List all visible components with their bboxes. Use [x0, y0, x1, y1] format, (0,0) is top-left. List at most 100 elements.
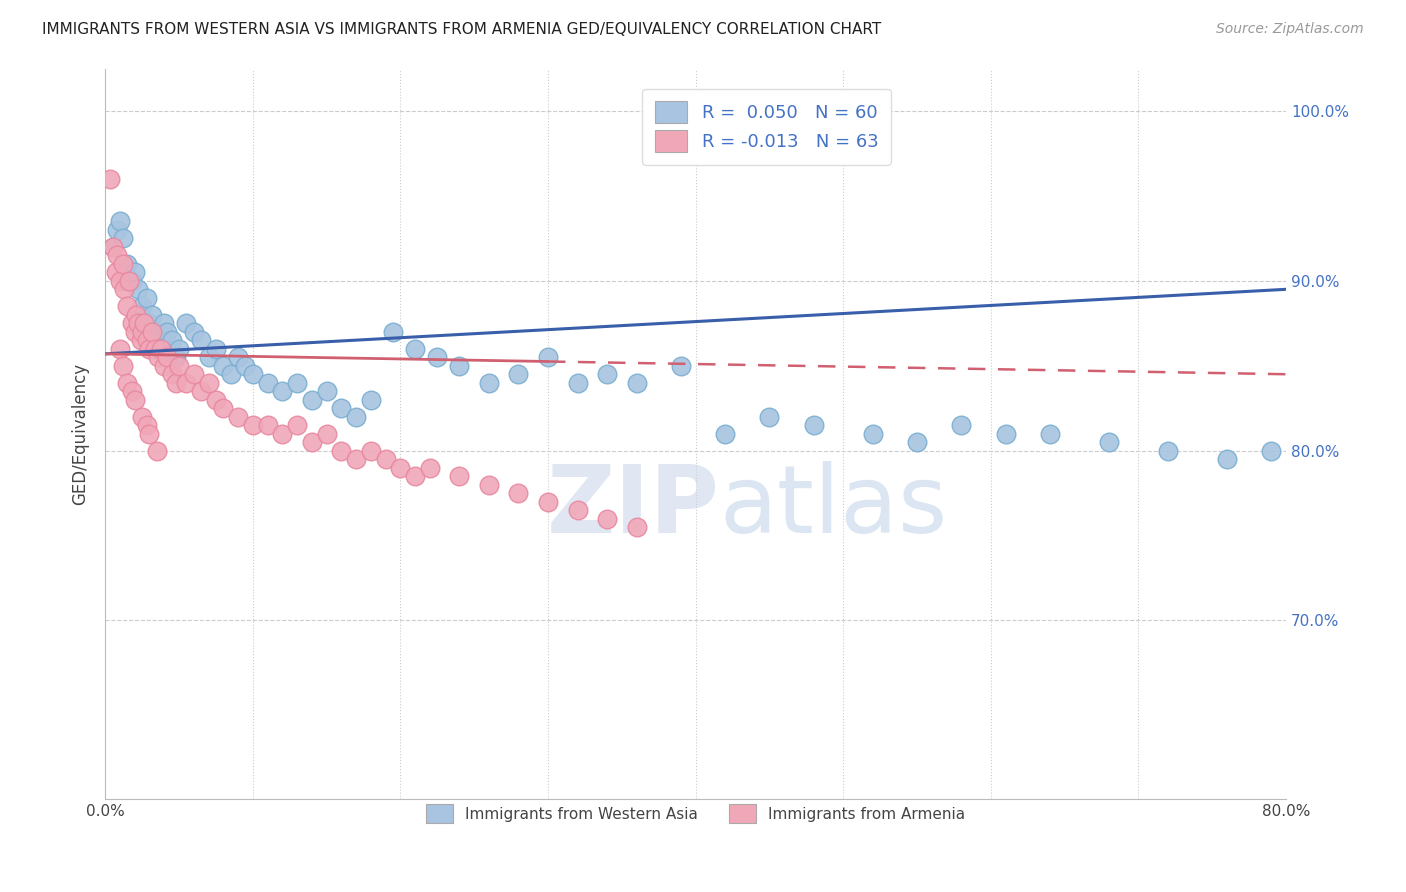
Point [1157, 443, 1180, 458]
Point [426, 351, 449, 365]
Point [145, 342, 167, 356]
Point [315, 384, 337, 399]
Point [803, 418, 825, 433]
Point [330, 443, 353, 458]
Point [117, 257, 139, 271]
Point [285, 418, 308, 433]
Point [626, 376, 648, 390]
Point [160, 368, 183, 382]
Point [129, 333, 152, 347]
Point [131, 409, 153, 424]
Point [344, 452, 367, 467]
Point [596, 368, 619, 382]
Point [226, 409, 249, 424]
Point [235, 359, 257, 373]
Point [146, 325, 169, 339]
Point [131, 325, 153, 339]
Point [131, 299, 153, 313]
Point [190, 333, 212, 347]
Point [242, 368, 264, 382]
Text: Source: ZipAtlas.com: Source: ZipAtlas.com [1216, 22, 1364, 37]
Point [382, 325, 405, 339]
Point [301, 392, 323, 407]
Point [301, 435, 323, 450]
Point [508, 368, 530, 382]
Point [121, 384, 143, 399]
Point [212, 359, 235, 373]
Point [360, 392, 382, 407]
Point [104, 265, 127, 279]
Point [125, 308, 148, 322]
Point [108, 274, 131, 288]
Point [478, 376, 501, 390]
Point [156, 325, 179, 339]
Point [567, 376, 589, 390]
Point [117, 376, 139, 390]
Point [101, 240, 124, 254]
Point [242, 418, 264, 433]
Point [153, 359, 176, 373]
Point [285, 376, 308, 390]
Point [669, 359, 692, 373]
Point [124, 265, 146, 279]
Point [176, 376, 198, 390]
Point [950, 418, 973, 433]
Point [108, 342, 131, 356]
Point [449, 359, 471, 373]
Point [596, 511, 619, 525]
Point [165, 351, 187, 365]
Point [256, 418, 278, 433]
Point [146, 443, 169, 458]
Point [449, 469, 471, 483]
Point [121, 316, 143, 330]
Point [758, 409, 780, 424]
Point [124, 392, 146, 407]
Point [197, 351, 219, 365]
Point [148, 351, 170, 365]
Point [219, 368, 242, 382]
Point [862, 426, 884, 441]
Y-axis label: GED/Equivalency: GED/Equivalency [72, 363, 89, 505]
Point [138, 342, 160, 356]
Point [905, 435, 928, 450]
Point [135, 418, 157, 433]
Point [111, 359, 134, 373]
Point [141, 325, 163, 339]
Point [121, 274, 143, 288]
Point [160, 333, 183, 347]
Point [374, 452, 396, 467]
Point [389, 460, 412, 475]
Point [271, 426, 294, 441]
Point [212, 401, 235, 416]
Point [132, 316, 155, 330]
Point [330, 401, 353, 416]
Point [404, 342, 426, 356]
Point [226, 351, 249, 365]
Point [150, 333, 173, 347]
Point [165, 376, 187, 390]
Point [138, 426, 160, 441]
Point [1216, 452, 1239, 467]
Point [478, 477, 501, 491]
Point [112, 282, 135, 296]
Point [537, 351, 560, 365]
Point [118, 274, 141, 288]
Point [419, 460, 441, 475]
Point [537, 494, 560, 508]
Point [190, 384, 212, 399]
Point [271, 384, 294, 399]
Point [111, 257, 134, 271]
Point [404, 469, 426, 483]
Point [111, 231, 134, 245]
Point [344, 409, 367, 424]
Text: atlas: atlas [720, 460, 948, 553]
Point [124, 325, 146, 339]
Point [150, 342, 173, 356]
Point [205, 392, 228, 407]
Point [183, 368, 205, 382]
Point [508, 486, 530, 500]
Point [1260, 443, 1282, 458]
Point [135, 333, 157, 347]
Point [714, 426, 737, 441]
Point [167, 359, 190, 373]
